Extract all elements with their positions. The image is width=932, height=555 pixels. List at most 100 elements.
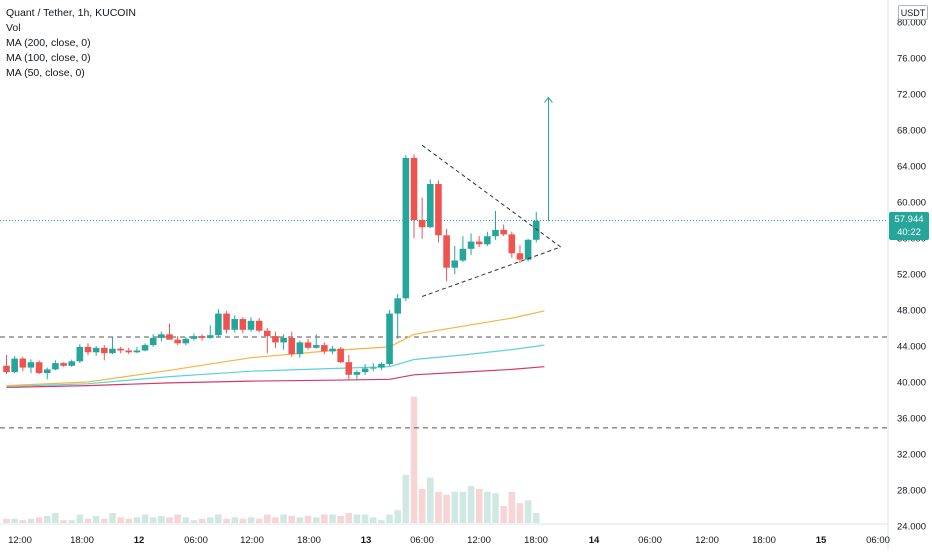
- currency-button[interactable]: USDT: [898, 5, 928, 20]
- price-tick-label: 60.000: [897, 198, 926, 209]
- volume-bar: [117, 517, 124, 523]
- candle-body: [492, 229, 499, 237]
- volume-bar: [166, 517, 173, 523]
- candle-body: [43, 369, 51, 373]
- volume-bar: [68, 520, 75, 523]
- candle-body: [149, 337, 157, 346]
- candle-body: [239, 319, 247, 330]
- candles: [3, 154, 540, 381]
- pennant-lower-line: [421, 246, 561, 297]
- candle-body: [321, 345, 328, 352]
- time-tick-label: 12:00: [467, 535, 491, 546]
- volume-bar: [337, 515, 344, 523]
- volume-bar: [451, 491, 459, 523]
- volume-bar: [231, 517, 238, 523]
- volume-bar: [410, 396, 418, 523]
- candle-body: [475, 241, 483, 245]
- volume-bar: [296, 517, 304, 523]
- volume-bar: [386, 514, 393, 523]
- ma50-line: [6, 310, 545, 387]
- candle-body: [459, 248, 467, 261]
- price-tick-label: 68.000: [897, 126, 926, 137]
- candle-body: [125, 350, 133, 353]
- target-arrow-head: [544, 96, 553, 103]
- candle-body: [288, 337, 296, 355]
- volume-bar: [321, 514, 328, 523]
- candle-body: [76, 346, 84, 362]
- candle-body: [198, 336, 206, 338]
- candle-body: [223, 313, 230, 330]
- volume-bar: [467, 486, 475, 523]
- volume-bar: [516, 503, 524, 523]
- candle-body: [418, 220, 426, 228]
- candle-body: [304, 342, 312, 348]
- volume-bar: [508, 491, 516, 523]
- volume-bar: [312, 517, 320, 523]
- volume-bar: [223, 518, 230, 523]
- volume-bar: [288, 515, 296, 523]
- price-tick-label: 52.000: [897, 270, 926, 281]
- price-tick-label: 40.000: [897, 378, 926, 389]
- time-tick-label: 18:00: [297, 535, 321, 546]
- candle-body: [35, 362, 43, 373]
- candle-body: [443, 235, 450, 268]
- time-tick-label: 14: [589, 535, 600, 546]
- volume-bar: [459, 491, 467, 523]
- price-tick-label: 76.000: [897, 54, 926, 65]
- legend-ma50[interactable]: MA (50, close, 0): [6, 67, 85, 79]
- volume-bar: [378, 520, 385, 523]
- legend-ma200[interactable]: MA (200, close, 0): [6, 37, 91, 49]
- volume-bar: [484, 491, 491, 523]
- volume-bar: [369, 517, 377, 523]
- candle-body: [296, 342, 304, 355]
- candle-body: [524, 239, 532, 260]
- volume-bar: [182, 517, 190, 523]
- candle-body: [247, 320, 255, 330]
- time-axis[interactable]: 12:00 18:00 12 06:00 12:00 18:00 13 06:00 12:00 1…: [8, 535, 890, 546]
- volume-bar: [394, 510, 401, 523]
- volume-bar: [149, 517, 157, 523]
- symbol-title[interactable]: Quant / Tether, 1h, KUCOIN: [6, 7, 136, 19]
- time-tick-label: 06:00: [410, 535, 434, 546]
- time-tick-label: 06:00: [184, 535, 208, 546]
- volume-bar: [492, 493, 499, 523]
- candle-body: [133, 350, 141, 353]
- candle-body: [84, 346, 92, 353]
- volume-bar: [402, 474, 410, 523]
- price-tick-label: 48.000: [897, 306, 926, 317]
- volume-bar: [19, 520, 27, 523]
- candle-body: [109, 348, 116, 354]
- candle-body: [92, 347, 100, 353]
- ma200-line: [6, 366, 545, 388]
- time-tick-label: 12:00: [240, 535, 264, 546]
- volume-bar: [215, 514, 222, 523]
- legend-ma100[interactable]: MA (100, close, 0): [6, 52, 91, 64]
- candle-body: [508, 234, 516, 254]
- candle-body: [361, 368, 369, 373]
- candle-body: [255, 320, 263, 331]
- candle-body: [467, 241, 475, 249]
- volume-bar: [475, 488, 483, 523]
- ma100-line: [6, 344, 545, 388]
- volume-bar: [239, 518, 247, 523]
- volume-bar: [198, 518, 206, 523]
- volume-bar: [27, 518, 35, 523]
- candle-body: [117, 348, 124, 351]
- price-tick-label: 36.000: [897, 414, 926, 425]
- legend-volume[interactable]: Vol: [6, 22, 21, 34]
- volume-bar: [190, 520, 198, 523]
- candle-body: [174, 339, 181, 344]
- horizontal-levels: [0, 220, 888, 429]
- price-tick-label: 32.000: [897, 450, 926, 461]
- volume-bar: [158, 515, 165, 523]
- price-axis[interactable]: 80.00076.00072.00068.00064.00060.00056.0…: [897, 18, 926, 533]
- time-tick-label: 13: [361, 535, 372, 546]
- candle-body: [158, 334, 165, 338]
- time-tick-label: 12: [134, 535, 145, 546]
- volume-bar: [109, 513, 116, 523]
- candle-body: [369, 367, 377, 369]
- candle-body: [68, 361, 75, 366]
- time-tick-label: 06:00: [866, 535, 890, 546]
